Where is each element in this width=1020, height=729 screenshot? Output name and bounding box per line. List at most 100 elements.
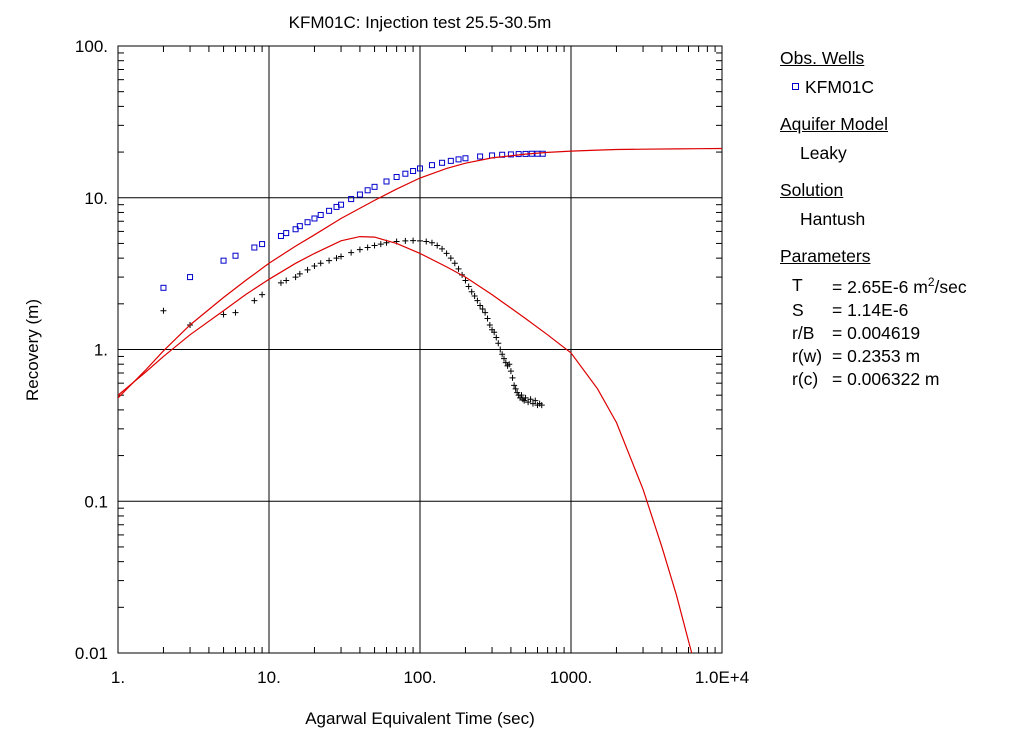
data-point-square — [393, 174, 400, 181]
data-point-plus — [514, 389, 521, 396]
data-point-square — [259, 241, 266, 248]
data-point-plus — [477, 302, 484, 309]
obs-wells-heading: Obs. Wells — [780, 48, 865, 68]
data-point-plus — [220, 311, 227, 318]
data-point-square — [220, 257, 227, 264]
data-point-square — [187, 274, 194, 281]
data-point-square — [348, 196, 355, 203]
x-tick-label: 100. — [403, 668, 436, 687]
data-point-plus — [434, 242, 441, 249]
data-point-plus — [296, 270, 303, 277]
data-point-square — [455, 156, 462, 163]
data-point-plus — [277, 279, 284, 286]
data-point-plus — [507, 368, 514, 375]
data-point-plus — [447, 255, 454, 262]
data-point-plus — [311, 263, 318, 270]
data-point-plus — [465, 283, 472, 290]
parameter-value: = 2.65E-6 m2/sec — [832, 275, 967, 297]
data-point-plus — [428, 239, 435, 246]
solution-heading: Solution — [780, 180, 844, 200]
plot-area: 1. 10. 100. 1000. 1.0E+4 0.01 0.1 1. 10. 100. — [75, 37, 749, 687]
data-point-plus — [160, 307, 167, 314]
plot-frame — [117, 45, 723, 654]
data-point-square — [364, 187, 371, 194]
data-point-square — [371, 183, 378, 190]
parameter-row: T = 2.65E-6 m2/sec — [780, 275, 967, 298]
x-tick-label: 1. — [111, 668, 125, 687]
data-point-plus — [484, 315, 491, 322]
data-point-plus — [356, 246, 363, 253]
x-axis-label: Agarwal Equivalent Time (sec) — [305, 709, 535, 728]
data-point-square — [292, 226, 299, 233]
model-curve — [118, 235, 693, 653]
data-point-plus — [491, 329, 498, 336]
data-point-square — [447, 157, 454, 164]
data-point-plus — [479, 305, 486, 312]
data-point-plus — [402, 237, 409, 244]
data-point-plus — [443, 250, 450, 257]
parameter-row: r(w) = 0.2353 m — [780, 346, 967, 367]
data-point-plus — [497, 346, 504, 353]
data-point-plus — [471, 293, 478, 300]
data-point-square — [251, 244, 258, 251]
data-point-square — [338, 201, 345, 208]
data-point-plus — [455, 265, 462, 272]
parameter-row: r/B = 0.004619 — [780, 323, 967, 344]
data-point-plus — [495, 340, 502, 347]
x-tick-label: 1000. — [550, 668, 593, 687]
legend: Obs. Wells KFM01C Aquifer Model Leaky So… — [780, 48, 967, 392]
data-point-square — [477, 153, 484, 160]
data-point-square — [402, 170, 409, 177]
square-marker-icon — [792, 82, 799, 90]
data-point-plus — [232, 309, 239, 316]
data-point-square — [317, 211, 324, 218]
data-point-plus — [283, 277, 290, 284]
parameter-value: = 0.2353 m — [832, 345, 921, 366]
data-point-plus — [333, 255, 340, 262]
data-point-plus — [512, 385, 519, 392]
data-point-square — [410, 168, 417, 175]
parameters-heading: Parameters — [780, 246, 871, 266]
data-point-plus — [251, 297, 258, 304]
data-point-plus — [499, 351, 506, 358]
data-point-square — [462, 155, 469, 162]
data-point-plus — [511, 382, 518, 389]
data-point-plus — [506, 361, 513, 368]
data-point-plus — [532, 397, 539, 404]
y-axis-label: Recovery (m) — [23, 299, 42, 401]
data-point-plus — [522, 394, 529, 401]
obs-well-entry: KFM01C — [780, 77, 967, 98]
data-point-square — [296, 223, 303, 230]
data-point-plus — [538, 402, 545, 409]
data-point-plus — [292, 274, 299, 281]
data-point-square — [417, 165, 423, 172]
aquifer-model-value: Leaky — [800, 143, 847, 163]
data-point-square — [539, 150, 546, 157]
parameter-name: r(w) — [792, 345, 823, 366]
data-point-plus — [410, 237, 417, 244]
parameter-row: S = 1.14E-6 — [780, 300, 967, 321]
solution-value: Hantush — [800, 209, 866, 229]
data-point-square — [283, 230, 290, 237]
data-point-plus — [502, 359, 509, 366]
data-point-plus — [519, 396, 526, 403]
data-point-plus — [486, 322, 493, 329]
data-point-plus — [371, 242, 378, 249]
data-point-plus — [317, 260, 324, 267]
data-point-square — [439, 159, 446, 166]
data-point-plus — [493, 334, 500, 341]
data-point-square — [160, 284, 167, 291]
y-tick-label: 0.1 — [84, 492, 108, 511]
aquifer-model-heading: Aquifer Model — [780, 114, 888, 134]
data-point-plus — [501, 355, 508, 362]
x-tick-label: 10. — [257, 668, 281, 687]
data-point-plus — [326, 257, 333, 264]
data-point-plus — [348, 249, 355, 256]
obs-well-name: KFM01C — [805, 77, 875, 97]
data-point-square — [428, 162, 435, 169]
data-point-square — [383, 178, 390, 185]
data-point-plus — [377, 241, 384, 248]
y-tick-label: 10. — [84, 189, 108, 208]
data-point-plus — [451, 260, 458, 267]
data-point-square — [304, 219, 311, 226]
